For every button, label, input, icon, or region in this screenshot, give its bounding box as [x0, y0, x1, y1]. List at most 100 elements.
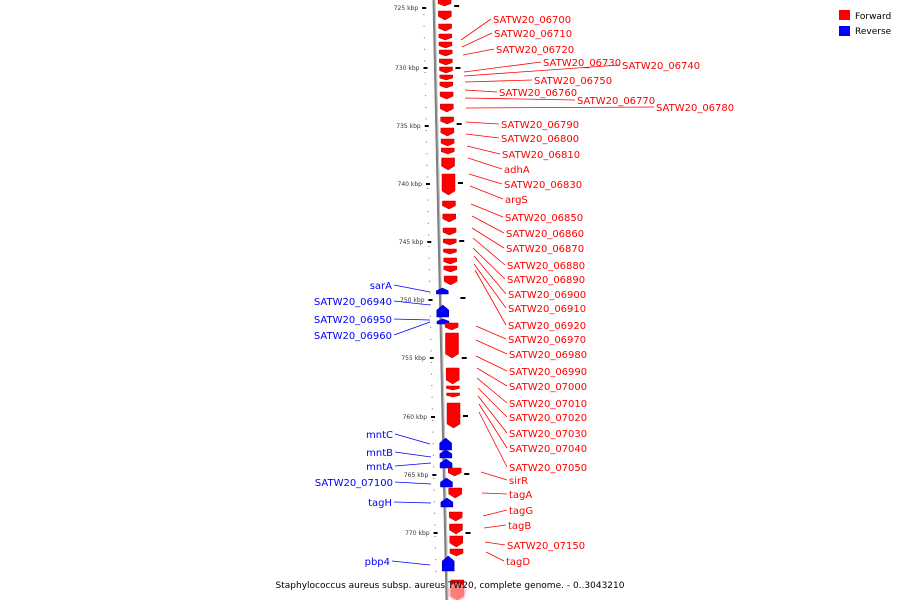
- ruler-minor-tick: [433, 478, 435, 479]
- ruler-minor-tick: [429, 315, 431, 317]
- forward-gene-arrow: [438, 41, 453, 49]
- ruler-minor-tick: [433, 466, 435, 468]
- reverse-label-leader: [394, 462, 432, 467]
- ruler-minor-tick: [427, 199, 429, 201]
- forward-gene-arrow: [442, 200, 456, 210]
- reverse-gene-arrow: [436, 287, 449, 295]
- forward-gene-arrow: [443, 257, 457, 265]
- ruler-major-tick: [425, 183, 430, 185]
- ruler-minor-tick: [425, 95, 427, 97]
- forward-label-leader: [474, 269, 507, 326]
- ruler-tick-label: 770 kbp: [405, 530, 430, 537]
- forward-label-leader: [478, 411, 508, 468]
- ruler-minor-tick: [428, 234, 430, 236]
- ruler-minor-tick: [426, 176, 428, 178]
- ruler-tick-label: 745 kbp: [399, 239, 424, 246]
- reverse-label-leader: [394, 451, 432, 458]
- ruler-major-tick: [423, 67, 428, 69]
- reverse-strand-features: [436, 287, 455, 572]
- ruler-tick-label: 755 kbp: [401, 355, 426, 362]
- reverse-gene-arrow: [440, 497, 454, 508]
- forward-gene-arrow: [438, 23, 452, 32]
- forward-gene-label: adhA: [504, 165, 530, 176]
- ruler-minor-tick: [432, 443, 434, 445]
- ruler-major-tick: [433, 532, 438, 534]
- forward-gene-label: tagD: [506, 557, 530, 568]
- reverse-gene-arrow: [439, 437, 452, 451]
- ruler-major-tick: [432, 474, 437, 476]
- ruler-minor-tick: [433, 501, 435, 503]
- forward-gene-label: SATW20_06990: [509, 367, 587, 378]
- forward-label-leader: [473, 255, 507, 295]
- ruler-minor-tick: [425, 130, 427, 131]
- forward-gene-arrow: [440, 127, 455, 137]
- forward-label-leader: [475, 355, 508, 372]
- forward-gene-label: SATW20_07010: [509, 399, 587, 410]
- forward-gene-label: SATW20_06980: [509, 350, 587, 361]
- forward-label-leader: [466, 145, 501, 155]
- forward-label-leader: [477, 395, 508, 434]
- gene-labels: SATW20_06700 SATW20_06710 SATW20_06720 SATW…: [314, 15, 734, 568]
- forward-label-leader: [464, 97, 576, 101]
- forward-gene-label: SATW20_06750: [534, 76, 612, 87]
- ruler-minor-tick: [434, 547, 436, 549]
- legend-reverse-label: Reverse: [855, 27, 892, 37]
- ruler-minor-tick: [430, 350, 432, 352]
- ruler-minor-tick: [424, 48, 426, 50]
- forward-gene-arrow: [437, 0, 452, 7]
- forward-gene-label: SATW20_06730: [543, 58, 621, 69]
- ruler-minor-tick: [423, 37, 425, 39]
- forward-gene-label: SATW20_06780: [656, 103, 734, 114]
- ruler-tick-label: 750 kbp: [400, 297, 425, 304]
- forward-gene-arrow: [448, 511, 463, 522]
- forward-gene-label: SATW20_06920: [508, 321, 586, 332]
- ruler-right-tick: [454, 5, 460, 7]
- forward-label-leader: [480, 471, 508, 481]
- ruler-tick-label: 760 kbp: [403, 414, 428, 421]
- forward-label-leader: [463, 64, 621, 77]
- forward-label-leader: [471, 215, 505, 234]
- forward-gene-arrow: [447, 467, 462, 477]
- reverse-gene-arrow: [439, 449, 453, 459]
- forward-label-leader: [471, 227, 505, 249]
- forward-gene-label: SATW20_07000: [509, 382, 587, 393]
- forward-gene-label: SATW20_07050: [509, 463, 587, 474]
- forward-gene-arrow: [449, 548, 464, 557]
- forward-gene-arrow: [438, 33, 453, 41]
- forward-gene-label: SATW20_06860: [506, 229, 584, 240]
- ruler-minor-tick: [431, 373, 433, 375]
- coordinate-ruler: 725 kbp 730 kbp 735 kbp 740 kbp 745 kbp 750 k…: [394, 5, 471, 584]
- ruler-minor-tick: [426, 153, 428, 155]
- ruler-right-tick: [455, 67, 461, 69]
- ruler-minor-tick: [425, 118, 427, 120]
- forward-gene-label: SATW20_06700: [493, 15, 571, 26]
- reverse-label-leader: [393, 300, 431, 306]
- forward-label-leader: [472, 237, 506, 266]
- reverse-gene-label: SATW20_06950: [314, 315, 392, 326]
- forward-strand-features: [437, 0, 466, 600]
- reverse-label-leader: [393, 318, 431, 321]
- ruler-minor-tick: [435, 582, 437, 584]
- forward-label-leader: [481, 492, 508, 495]
- reverse-label-leader: [393, 284, 431, 293]
- ruler-major-tick: [427, 241, 432, 243]
- forward-gene-arrow: [443, 248, 457, 255]
- ruler-major-tick: [431, 416, 436, 418]
- forward-gene-arrow: [446, 385, 460, 391]
- forward-gene-fade: [448, 583, 466, 600]
- forward-gene-label: SATW20_06970: [508, 335, 586, 346]
- ruler-minor-tick: [428, 257, 430, 259]
- reverse-gene-arrow: [436, 304, 449, 318]
- ruler-minor-tick: [430, 338, 432, 340]
- ruler-minor-tick: [431, 385, 433, 387]
- forward-gene-arrow: [449, 523, 463, 535]
- forward-gene-label: SATW20_07040: [509, 444, 587, 455]
- forward-gene-label: SATW20_06740: [622, 61, 700, 72]
- ruler-tick-label: 740 kbp: [398, 181, 423, 188]
- forward-gene-label: SATW20_06890: [507, 275, 585, 286]
- forward-gene-arrow: [443, 238, 457, 246]
- forward-gene-label: SATW20_07150: [507, 541, 585, 552]
- forward-label-leader: [472, 247, 506, 280]
- reverse-gene-label: mntB: [366, 448, 393, 459]
